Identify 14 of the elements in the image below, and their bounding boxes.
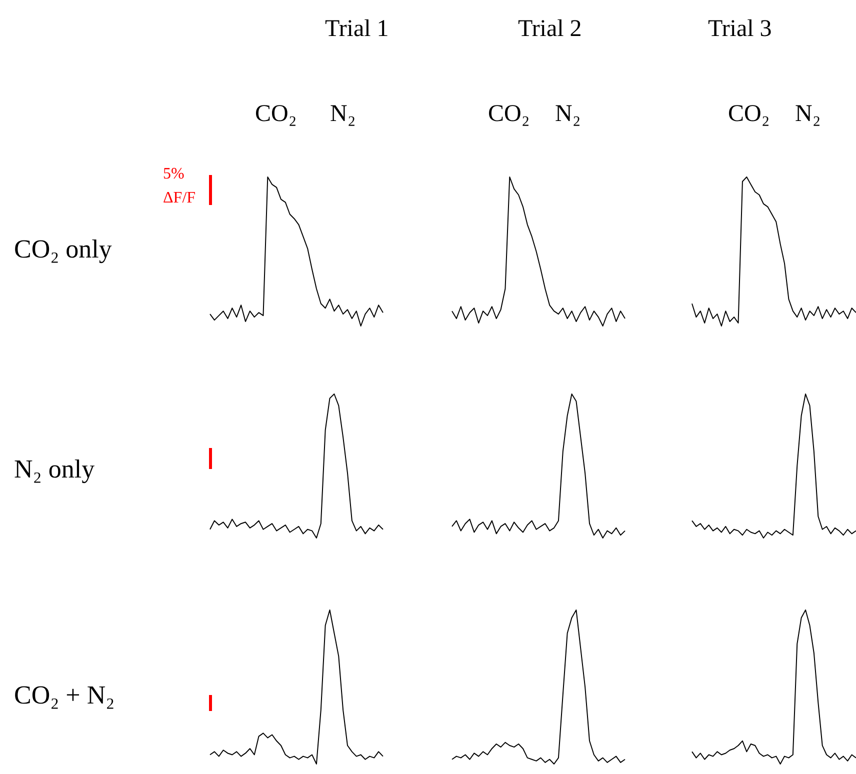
text: N₂ (330, 101, 356, 127)
text: N₂ (795, 101, 821, 127)
y-axis-title: CO₂ + N₂ (14, 680, 115, 710)
text: ΔF/F (163, 190, 196, 206)
y-axis-title: N₂ only (14, 454, 95, 484)
chart-title: Trial 1 (325, 16, 389, 42)
y-axis-title: CO₂ only (14, 234, 112, 264)
chart-title: Trial 3 (708, 16, 772, 42)
text: N₂ (555, 101, 581, 127)
text: CO₂ (255, 101, 297, 127)
text: 5% (163, 166, 184, 182)
chart-title: Trial 2 (518, 16, 582, 42)
text: CO₂ (728, 101, 770, 127)
text: CO₂ (488, 101, 530, 127)
